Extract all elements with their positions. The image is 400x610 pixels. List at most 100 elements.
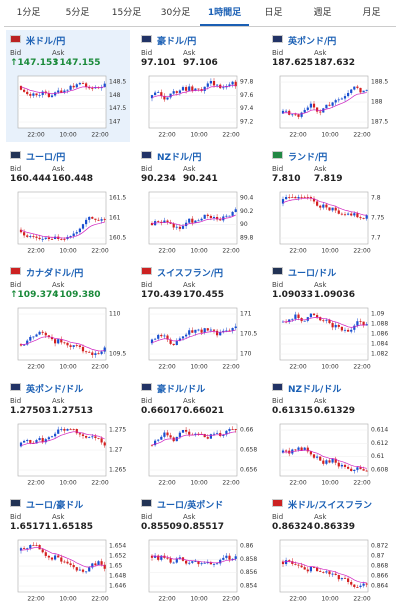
ask-label: Ask xyxy=(314,49,327,57)
tab[interactable]: 30分足 xyxy=(160,8,191,18)
candle-body xyxy=(281,199,285,204)
tab[interactable]: 日足 xyxy=(264,8,283,18)
candle-body xyxy=(54,339,57,344)
candle-body xyxy=(19,344,23,346)
y-tick-label: 161.5 xyxy=(109,195,126,202)
candle-body xyxy=(316,201,319,206)
x-tick-label: 10:00 xyxy=(321,248,338,255)
candle-body xyxy=(281,110,285,114)
candle-body xyxy=(188,218,191,223)
x-tick-label: 10:00 xyxy=(59,248,76,255)
candle-body xyxy=(353,469,356,471)
candle-body xyxy=(41,549,44,553)
y-tick-label: 1.648 xyxy=(109,573,126,580)
bid-value: 0.66017 xyxy=(141,406,182,416)
candle-body xyxy=(97,219,100,221)
candle-body xyxy=(154,440,157,446)
rate-tile[interactable]: スイスフラン/円 Bid Ask 170.439 170.455 171 170.5 170 2… xyxy=(137,262,261,374)
rate-tile[interactable]: カナダドル/円 Bid Ask ↑109.374 ↑109.380 110 109.5 22:… xyxy=(6,262,130,374)
rate-tile[interactable]: ユーロ/豪ドル Bid Ask 1.65171 1.65185 1.654 1.652 1.6… xyxy=(6,494,130,606)
candle-body xyxy=(175,226,178,228)
candle-body xyxy=(150,444,154,446)
candle-body xyxy=(78,228,81,233)
rate-tile[interactable]: ユーロ/ドル Bid Ask 1.09033 1.09036 1.09 1.088 1.086… xyxy=(268,262,392,374)
candle-body xyxy=(294,563,297,565)
rate-tile[interactable]: ユーロ/円 Bid Ask 160.444 160.448 161.5 161 160.5 22… xyxy=(6,146,130,258)
tab[interactable]: 5分足 xyxy=(65,8,90,18)
candle-body xyxy=(169,93,172,98)
x-tick-label: 22:00 xyxy=(158,132,175,139)
flag xyxy=(10,151,21,159)
rate-tile[interactable]: NZドル/ドル Bid Ask 0.61315 0.61329 0.614 0.612 0.6… xyxy=(268,378,392,490)
x-tick-label: 22:00 xyxy=(222,132,239,139)
tab[interactable]: 月足 xyxy=(362,8,381,18)
candle-body xyxy=(44,552,47,556)
rate-tile[interactable]: 豪ドル/円 Bid Ask 97.101 97.106 97.8 97.6 97.4 97.2 2… xyxy=(137,30,261,142)
candle-body xyxy=(178,226,181,229)
candle-body xyxy=(291,318,294,320)
candle-body xyxy=(288,560,291,562)
tab[interactable]: 1分足 xyxy=(16,8,41,18)
x-tick-label: 22:00 xyxy=(27,596,44,603)
ask-value: 1.09036 xyxy=(314,290,355,300)
candle-body xyxy=(343,464,347,467)
candle-body xyxy=(331,323,334,328)
candle-body xyxy=(100,438,103,443)
candle-body xyxy=(166,97,169,100)
candle-body xyxy=(212,81,216,86)
candle-body xyxy=(69,345,72,347)
x-tick-label: 22:00 xyxy=(158,364,175,371)
candle-body xyxy=(66,561,69,564)
x-tick-label: 22:00 xyxy=(158,480,175,487)
y-tick-label: 1.265 xyxy=(109,467,126,474)
candle-body xyxy=(300,197,303,198)
candle-body xyxy=(47,335,50,338)
x-tick-label: 10:00 xyxy=(59,480,76,487)
rate-tile[interactable]: ユーロ/英ポンド Bid Ask 0.85509 0.85517 0.86 0.858 0.8… xyxy=(137,494,261,606)
rate-tile[interactable]: NZドル/円 Bid Ask 90.234 90.241 90.4 90.2 90 89.8 22… xyxy=(137,146,261,258)
candle-body xyxy=(26,91,29,95)
y-tick-label: 188.5 xyxy=(371,79,388,86)
candle-body xyxy=(26,340,29,345)
candle-body xyxy=(309,566,312,572)
bid-value: 0.86324 xyxy=(272,522,313,532)
candle-body xyxy=(365,324,368,326)
y-tick-label: 1.652 xyxy=(109,553,126,560)
x-tick-label: 10:00 xyxy=(321,480,338,487)
candle-body xyxy=(288,319,291,323)
bid-value: 97.101 xyxy=(141,58,176,68)
candle-body xyxy=(26,439,29,441)
rate-tile[interactable]: 英ポンド/円 Bid Ask 187.625 187.632 188.5 188 187.5 2… xyxy=(268,30,392,142)
candle-body xyxy=(194,433,197,436)
candle-body xyxy=(203,433,206,438)
candle-body xyxy=(285,560,288,565)
tab[interactable]: 15分足 xyxy=(111,8,142,18)
candle-body xyxy=(331,573,334,575)
bid-label: Bid xyxy=(141,49,153,57)
tab[interactable]: 1時間足 xyxy=(200,2,249,26)
candle-body xyxy=(38,94,41,96)
tab[interactable]: 週足 xyxy=(313,8,332,18)
candle-body xyxy=(63,239,66,240)
candle-body xyxy=(219,559,222,564)
rate-tile[interactable]: 米ドル/スイスフラン Bid Ask 0.86324 0.86339 0.872 0.87 0… xyxy=(268,494,392,606)
ask-label: Ask xyxy=(183,165,196,173)
candle-body xyxy=(169,435,172,438)
rate-tile[interactable]: 英ポンド/ドル Bid Ask 1.27503 1.27513 1.275 1.27 1.26… xyxy=(6,378,130,490)
candle-body xyxy=(75,567,78,571)
candle-body xyxy=(331,102,334,106)
candle-body xyxy=(294,114,297,116)
rate-tile[interactable]: 米ドル/円 Bid Ask ↑147.153 ↑147.155 148.5 148 147.5… xyxy=(6,30,130,142)
rate-tile[interactable]: ランド/円 Bid Ask 7.810 7.819 7.8 7.75 7.7 22:00 10:0… xyxy=(268,146,392,258)
candle-body xyxy=(197,220,200,222)
rate-tile[interactable]: 豪ドル/ドル Bid Ask 0.66017 0.66021 0.66 0.658 0.656… xyxy=(137,378,261,490)
x-tick-label: 10:00 xyxy=(59,596,76,603)
candle-body xyxy=(100,561,103,565)
candle-body xyxy=(66,89,69,91)
candle-body xyxy=(337,462,340,467)
candle-body xyxy=(309,313,312,318)
x-tick-label: 22:00 xyxy=(91,480,108,487)
candle-body xyxy=(234,556,237,559)
moving-average xyxy=(282,92,367,115)
